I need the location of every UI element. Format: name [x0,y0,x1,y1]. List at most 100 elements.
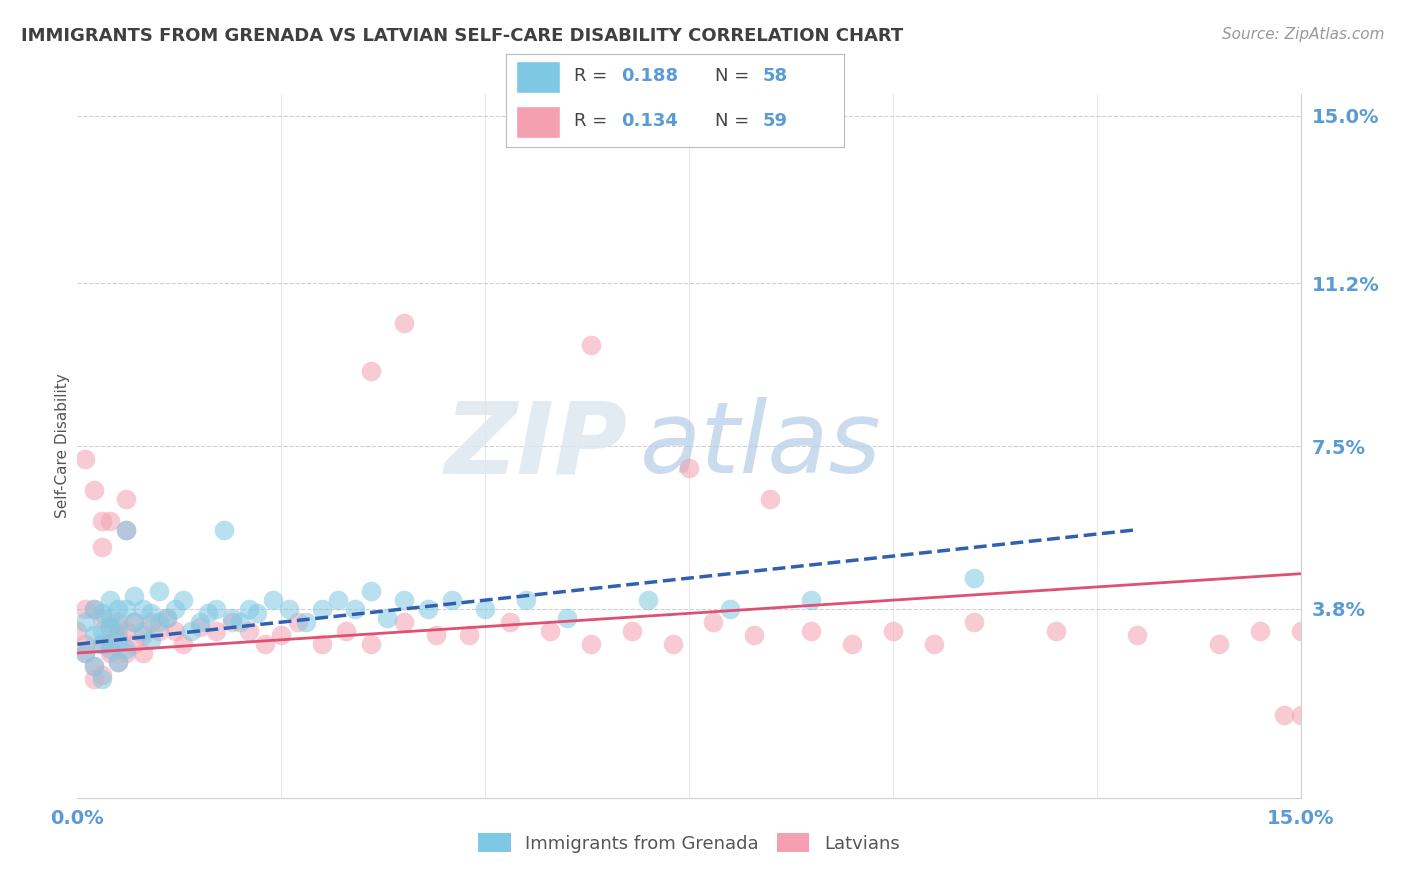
Y-axis label: Self-Care Disability: Self-Care Disability [55,374,70,518]
Point [841,637,863,651]
Point [229,615,252,630]
Point [66,624,89,638]
Point [90,514,112,528]
Point [270,628,292,642]
Point [579,637,602,651]
Text: atlas: atlas [640,398,882,494]
Point [107,619,129,633]
Point [441,593,464,607]
Point [90,637,112,651]
Point [221,615,243,630]
Legend: Immigrants from Grenada, Latvians: Immigrants from Grenada, Latvians [471,826,907,860]
Point [416,602,439,616]
Point [287,615,309,630]
Point [131,602,153,616]
Point [75,646,97,660]
Point [83,659,105,673]
Point [83,628,105,642]
Point [115,646,138,660]
Point [107,655,129,669]
Point [115,602,138,616]
Point [392,593,415,607]
Point [800,624,823,638]
Point [156,611,179,625]
Point [90,541,112,555]
Point [328,593,350,607]
Point [139,607,162,621]
Point [180,624,202,638]
Point [278,602,301,616]
Point [131,646,153,660]
Point [311,637,333,651]
Point [474,602,496,616]
Point [90,668,112,682]
Point [75,452,97,467]
Point [75,646,97,660]
Point [294,615,316,630]
Point [115,491,138,506]
Point [498,615,520,630]
Point [107,632,129,647]
Point [90,624,112,638]
Point [90,673,112,687]
FancyBboxPatch shape [516,106,560,138]
Point [1272,707,1295,722]
Point [165,602,187,616]
Point [188,619,211,633]
Point [115,624,138,638]
Point [98,619,121,633]
Point [172,593,194,607]
Point [75,602,97,616]
Point [131,628,153,642]
Text: 59: 59 [762,112,787,130]
Text: R =: R = [574,67,613,85]
Point [922,637,945,651]
Point [124,637,146,651]
Point [75,615,97,630]
Point [742,628,765,642]
Point [83,673,105,687]
Point [107,655,129,669]
Point [963,571,986,585]
Point [98,641,121,656]
Point [172,637,194,651]
FancyBboxPatch shape [516,61,560,93]
Text: N =: N = [716,112,755,130]
Point [221,611,243,625]
Point [620,624,643,638]
Point [360,364,382,378]
Point [98,611,121,625]
Point [205,602,228,616]
Point [115,641,138,656]
Point [882,624,904,638]
Point [1126,628,1149,642]
Point [360,584,382,599]
Text: 58: 58 [762,67,787,85]
Point [1289,707,1312,722]
Point [343,602,366,616]
Point [90,607,112,621]
Text: ZIP: ZIP [444,398,628,494]
Point [335,624,357,638]
Point [83,659,105,673]
Point [139,615,162,630]
Text: IMMIGRANTS FROM GRENADA VS LATVIAN SELF-CARE DISABILITY CORRELATION CHART: IMMIGRANTS FROM GRENADA VS LATVIAN SELF-… [21,27,903,45]
Point [661,637,683,651]
Point [139,632,162,647]
Point [98,637,121,651]
Point [148,615,170,630]
Point [115,523,138,537]
Point [107,628,129,642]
Point [238,602,260,616]
Point [124,615,146,630]
Point [75,637,97,651]
Point [1249,624,1271,638]
Point [253,637,276,651]
Point [1045,624,1067,638]
Point [131,624,153,638]
Point [555,611,578,625]
Point [392,615,415,630]
Point [124,615,146,630]
Point [107,615,129,630]
Point [637,593,659,607]
